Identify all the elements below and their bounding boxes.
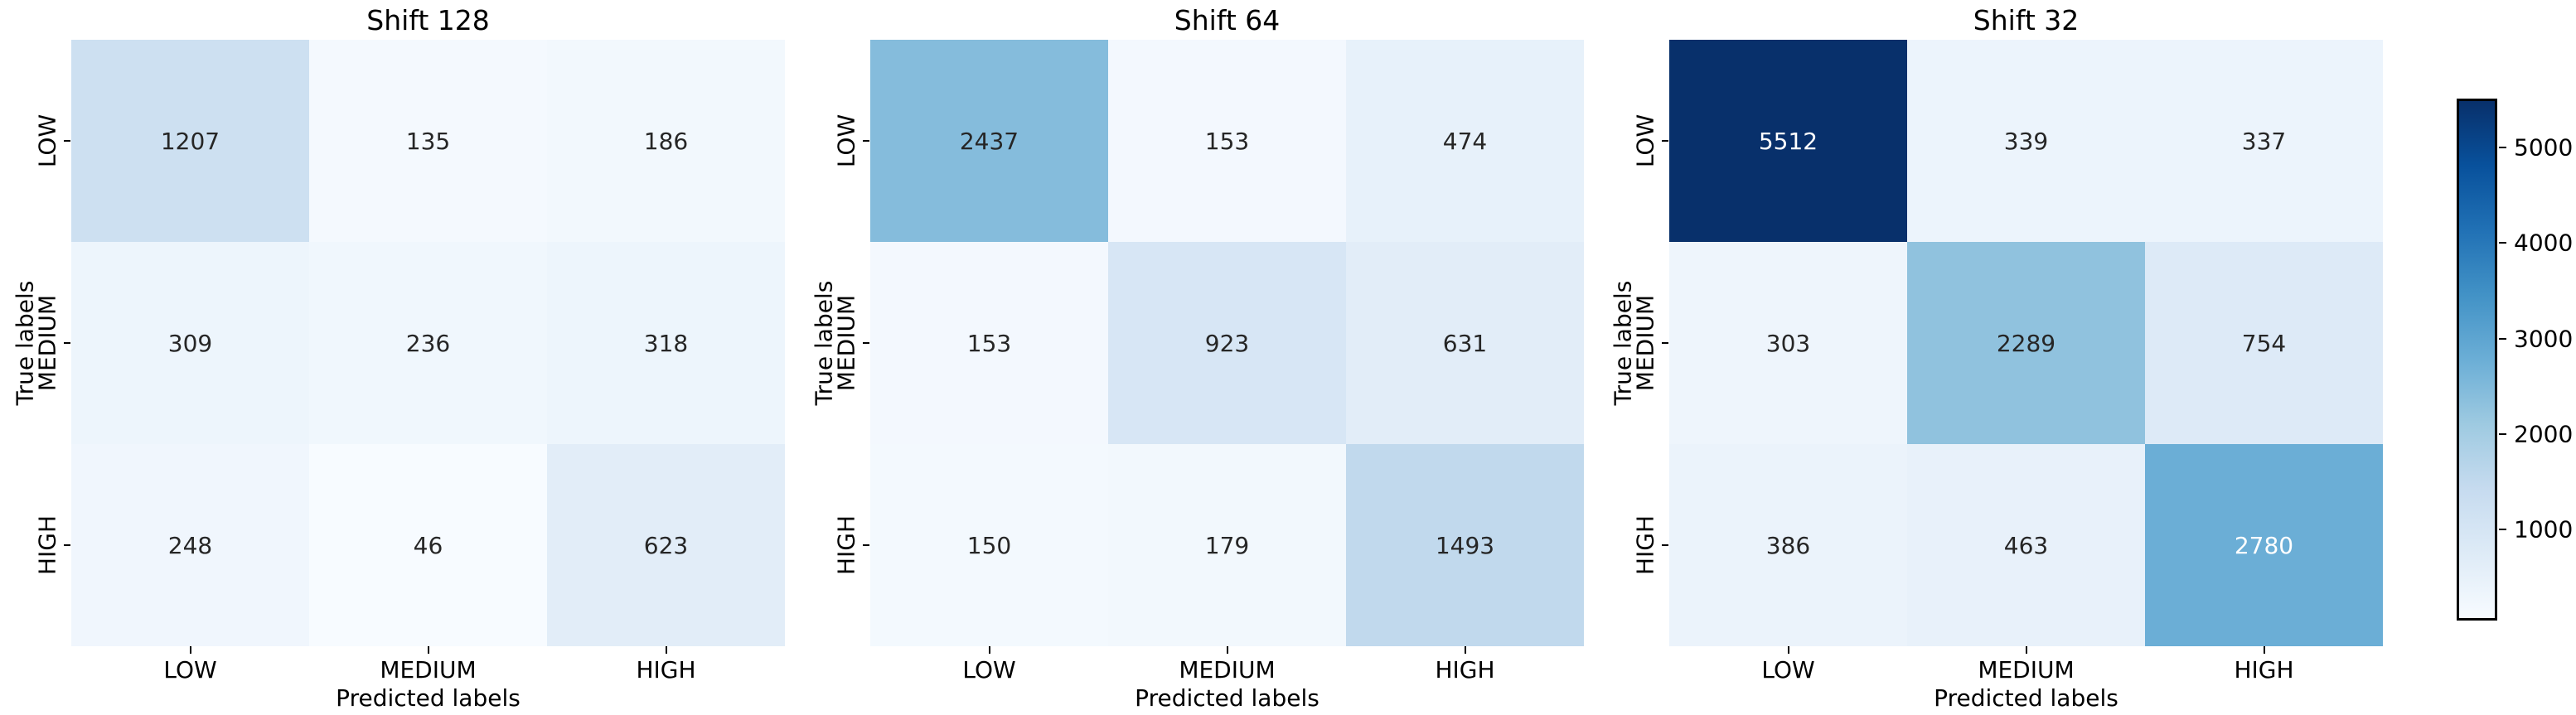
heatmap-cell: 337 — [2145, 40, 2383, 242]
heatmap-cell: 5512 — [1669, 40, 1907, 242]
heatmap-cell: 179 — [1108, 444, 1346, 646]
x-tick-mark — [189, 646, 191, 654]
heatmap-cell: 135 — [309, 40, 547, 242]
colorbar-tick-mark — [2499, 242, 2506, 244]
heatmap-cell: 1493 — [1346, 444, 1584, 646]
x-tick-label: HIGH — [636, 656, 696, 684]
y-tick-mark — [64, 140, 70, 142]
colorbar-tick-mark — [2499, 337, 2506, 340]
y-tick-label: MEDIUM — [33, 294, 61, 392]
heatmap-cell: 463 — [1907, 444, 2145, 646]
x-tick-label: LOW — [163, 656, 217, 684]
y-tick-label: HIGH — [1631, 515, 1659, 576]
colorbar-tick-mark — [2499, 432, 2506, 435]
y-tick-label: HIGH — [832, 515, 860, 576]
y-tick-mark — [1662, 140, 1668, 142]
heatmap-cell: 923 — [1108, 242, 1346, 444]
heatmap-cell: 474 — [1346, 40, 1584, 242]
colorbar — [2457, 99, 2497, 621]
heatmap-cell: 186 — [547, 40, 785, 242]
x-tick-label: LOW — [1761, 656, 1815, 684]
heatmap-cell: 339 — [1907, 40, 2145, 242]
x-tick-label: MEDIUM — [380, 656, 477, 684]
y-tick-label: MEDIUM — [1631, 294, 1659, 392]
colorbar-tick-mark — [2499, 529, 2506, 531]
y-tick-label: MEDIUM — [832, 294, 860, 392]
y-tick-mark — [1662, 544, 1668, 546]
x-tick-mark — [1464, 646, 1466, 654]
x-tick-label: MEDIUM — [1179, 656, 1276, 684]
x-tick-mark — [2263, 646, 2265, 654]
x-axis-label: Predicted labels — [1934, 684, 2118, 712]
heatmap-cell: 631 — [1346, 242, 1584, 444]
heatmap-cell: 2437 — [870, 40, 1108, 242]
heatmap-cell: 309 — [71, 242, 309, 444]
y-tick-mark — [1662, 342, 1668, 344]
y-tick-mark — [64, 342, 70, 344]
heatmap-cell: 303 — [1669, 242, 1907, 444]
colorbar-tick-label: 1000 — [2514, 515, 2574, 543]
heatmap-cell: 248 — [71, 444, 309, 646]
heatmap-grid: 5512 339 337 303 2289 754 386 463 2780 — [1669, 40, 2383, 646]
heatmap-cell: 623 — [547, 444, 785, 646]
panel-title: Shift 64 — [1174, 4, 1281, 36]
x-axis-label: Predicted labels — [336, 684, 521, 712]
heatmap-grid: 2437 153 474 153 923 631 150 179 1493 — [870, 40, 1584, 646]
heatmap-cell: 1207 — [71, 40, 309, 242]
y-tick-label: HIGH — [33, 515, 61, 576]
heatmap-grid: 1207 135 186 309 236 318 248 46 623 — [71, 40, 785, 646]
x-tick-mark — [1787, 646, 1789, 654]
x-axis-label: Predicted labels — [1135, 684, 1319, 712]
colorbar-tick-label: 5000 — [2514, 133, 2574, 162]
x-tick-mark — [2025, 646, 2027, 654]
x-tick-mark — [988, 646, 990, 654]
panel-title: Shift 128 — [366, 4, 490, 36]
heatmap-cell: 2289 — [1907, 242, 2145, 444]
heatmap-cell: 153 — [870, 242, 1108, 444]
heatmap-cell: 153 — [1108, 40, 1346, 242]
y-tick-label: LOW — [832, 114, 860, 168]
x-tick-mark — [427, 646, 429, 654]
y-tick-mark — [863, 342, 869, 344]
heatmap-cell: 754 — [2145, 242, 2383, 444]
heatmap-cell: 236 — [309, 242, 547, 444]
heatmap-cell: 46 — [309, 444, 547, 646]
y-tick-label: LOW — [1631, 114, 1659, 168]
y-tick-mark — [863, 140, 869, 142]
y-tick-mark — [863, 544, 869, 546]
x-tick-label: LOW — [962, 656, 1016, 684]
heatmap-cell: 2780 — [2145, 444, 2383, 646]
y-tick-label: LOW — [33, 114, 61, 168]
y-tick-mark — [64, 544, 70, 546]
heatmap-cell: 386 — [1669, 444, 1907, 646]
heatmap-cell: 150 — [870, 444, 1108, 646]
colorbar-tick-label: 2000 — [2514, 420, 2574, 448]
colorbar-tick-label: 3000 — [2514, 325, 2574, 353]
x-tick-label: HIGH — [1435, 656, 1495, 684]
x-tick-mark — [665, 646, 667, 654]
colorbar-tick-mark — [2499, 147, 2506, 148]
x-tick-mark — [1226, 646, 1228, 654]
panel-title: Shift 32 — [1973, 4, 2080, 36]
colorbar-tick-label: 4000 — [2514, 229, 2574, 257]
heatmap-cell: 318 — [547, 242, 785, 444]
x-tick-label: MEDIUM — [1978, 656, 2075, 684]
x-tick-label: HIGH — [2234, 656, 2294, 684]
